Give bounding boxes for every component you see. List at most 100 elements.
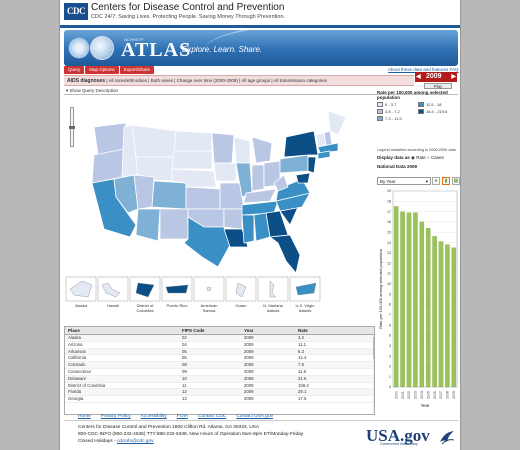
next-year-icon[interactable]: ▶ [451, 74, 456, 80]
y-tick-label: 1 [389, 375, 391, 379]
state-MD[interactable] [295, 172, 311, 184]
column-header-fips[interactable]: FIPS Code [182, 328, 205, 333]
footer-link-contact-usagov[interactable]: Contact USA.gov [236, 414, 274, 419]
bar[interactable] [400, 211, 405, 388]
column-header-place[interactable]: Place [68, 328, 80, 333]
table-row[interactable]: Delaware 10 2009 21.6 [65, 375, 374, 383]
state-AZ[interactable] [135, 208, 161, 242]
chevron-down-icon: ▼ [425, 179, 429, 184]
state-UT[interactable] [133, 174, 155, 210]
cdc-logo[interactable]: CDC [64, 3, 88, 20]
footer-link-home[interactable]: Home [78, 414, 91, 419]
territory-PR[interactable] [165, 284, 189, 294]
rate-radio-icon[interactable]: ◉ [411, 155, 415, 160]
state-IN[interactable] [251, 164, 265, 192]
table-view-icon[interactable]: ▦ [452, 177, 460, 185]
zoom-slider[interactable] [69, 107, 75, 147]
table-row[interactable]: Connecticut 09 2009 11.9 [65, 369, 374, 376]
state-HI[interactable] [101, 282, 121, 298]
bar[interactable] [425, 227, 431, 388]
state-MI[interactable] [251, 136, 273, 164]
cases-radio-icon[interactable]: ○ [427, 155, 430, 160]
state-LA[interactable] [223, 228, 249, 248]
bar[interactable] [432, 236, 437, 388]
state-PA[interactable] [279, 154, 309, 174]
tab-map-options[interactable]: Map Options [85, 66, 119, 74]
state-NJ[interactable] [307, 156, 317, 174]
bar[interactable] [419, 221, 425, 388]
footer-email-link[interactable]: cdcinfo@cdc.gov [116, 439, 154, 444]
state-KY[interactable] [243, 188, 277, 204]
pie-chart-icon[interactable]: ● [432, 177, 440, 185]
tab-export-share[interactable]: Export/Share [119, 66, 155, 74]
state-WI[interactable] [233, 136, 251, 164]
table-row[interactable]: Georgia 13 2009 17.5 [65, 396, 374, 403]
footer-link-contact-cdc[interactable]: Contact CDC [197, 414, 227, 419]
state-SD[interactable] [171, 150, 213, 170]
territory-AS[interactable] [206, 286, 212, 292]
year-selector[interactable]: ◀ 2009 ▶ [415, 72, 457, 82]
state-MT[interactable] [131, 124, 177, 158]
state-MA[interactable] [317, 142, 339, 154]
state-MS[interactable] [241, 214, 255, 244]
state-ME[interactable] [327, 110, 347, 136]
zoom-handle[interactable] [69, 126, 75, 129]
table-cell: 11.9 [298, 368, 307, 374]
state-TX[interactable] [183, 216, 231, 268]
column-header-year[interactable]: Year [244, 328, 254, 333]
state-NY[interactable] [283, 130, 319, 158]
bar[interactable] [445, 244, 450, 388]
state-DC[interactable] [135, 282, 155, 298]
state-IA[interactable] [213, 162, 237, 182]
state-FL[interactable] [268, 234, 301, 274]
scroll-thumb[interactable] [373, 337, 374, 359]
play-button[interactable]: Play [424, 83, 452, 89]
hhs-eagle-icon[interactable] [438, 428, 456, 446]
table-scrollbar[interactable] [373, 335, 374, 414]
cases-radio-label[interactable]: Cases [431, 155, 444, 160]
territory-GU[interactable] [235, 282, 247, 298]
state-WV[interactable] [273, 174, 289, 192]
x-tick-label: 2005 [426, 391, 430, 399]
footer-link-privacy[interactable]: Privacy Policy [100, 414, 131, 419]
legend-item: 3.8 - 7.2 [377, 109, 415, 114]
state-MN[interactable] [211, 132, 235, 164]
table-row[interactable]: Florida 12 2009 28.1 [65, 389, 374, 397]
bar[interactable] [451, 247, 457, 388]
y-tick-label: 4 [389, 344, 391, 348]
territory-VI[interactable] [295, 282, 317, 296]
state-CO[interactable] [151, 180, 187, 210]
legend-swatch [418, 102, 424, 107]
state-KS[interactable] [185, 186, 221, 210]
footer-link-foia[interactable]: FOIA [176, 414, 188, 419]
territory-MP[interactable] [269, 280, 277, 298]
about-links[interactable]: About these data and features FAQ [388, 67, 459, 72]
criteria-text: | All races/ethnicities | Both sexes | C… [106, 78, 328, 83]
usagov-logo[interactable]: USA.gov [366, 426, 430, 446]
table-row[interactable]: Arkansas 05 2009 6.3 [65, 348, 374, 356]
state-VA[interactable] [275, 178, 311, 202]
state-ND[interactable] [173, 130, 213, 152]
state-AR[interactable] [223, 208, 243, 230]
tab-query[interactable]: Query [64, 66, 85, 74]
state-CT[interactable] [317, 150, 331, 160]
state-AK[interactable] [69, 280, 93, 298]
table-row[interactable]: California 06 2009 12.4 [65, 355, 374, 363]
show-query-toggle[interactable]: ▾ Show Query Description [64, 88, 458, 95]
table-row[interactable]: Arizona 04 2009 11.1 [65, 342, 374, 349]
bar[interactable] [438, 241, 444, 388]
table-row[interactable]: Colorado 08 2009 7.5 [65, 362, 374, 369]
prev-year-icon[interactable]: ◀ [416, 74, 421, 80]
table-row[interactable]: Alaska 02 2009 3.2 [65, 335, 374, 342]
rate-radio-label[interactable]: Rate [416, 155, 426, 160]
bar[interactable] [413, 212, 418, 388]
by-year-select[interactable]: By Year ▼ [377, 177, 431, 185]
bar-chart-icon[interactable]: ▮ [442, 177, 450, 185]
footer-link-accessibility[interactable]: Accessibility [140, 414, 167, 419]
bar[interactable] [393, 206, 399, 388]
state-NM[interactable] [159, 208, 189, 240]
column-header-rate[interactable]: Rate [298, 328, 308, 333]
choropleth-map[interactable]: Alaska Hawaii District of Columbia Puert… [64, 97, 374, 319]
table-row[interactable]: District of Columbia 11 2009 159.2 [65, 383, 374, 390]
bar[interactable] [406, 212, 412, 388]
